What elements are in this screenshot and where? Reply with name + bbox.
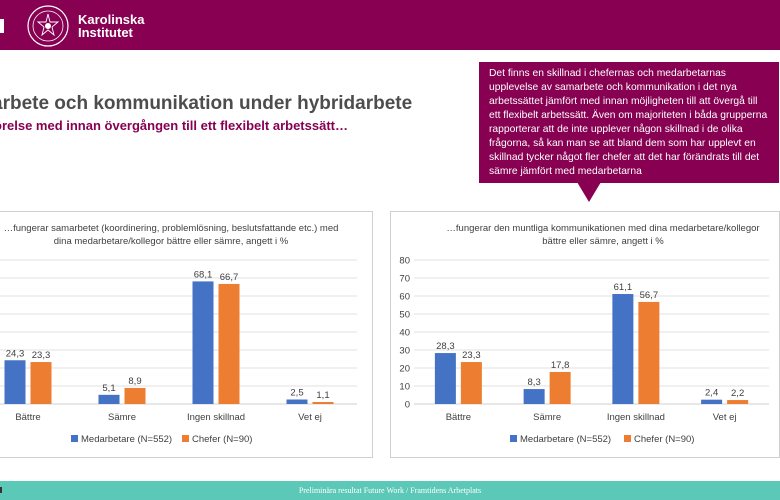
bar-medarbetare [98, 394, 120, 404]
y-tick-label: 10 [399, 382, 410, 393]
x-category-label: Bättre [15, 412, 40, 423]
data-label: 23,3 [32, 350, 51, 361]
slide-title: arbete och kommunikation under hybridarb… [0, 93, 413, 114]
x-category-label: Bättre [446, 412, 471, 423]
callout-text: Det finns en skillnad i chefernas och me… [489, 68, 768, 177]
y-tick-label: 0 [405, 400, 410, 411]
chart-title-line: …fungerar den muntliga kommunikationen m… [446, 223, 759, 234]
legend-label: Medarbetare (N=552) [520, 434, 611, 445]
slide-subtitle: örelse med innan övergången till ett fle… [0, 118, 348, 133]
y-tick-label: 60 [399, 292, 410, 303]
bar-chefer [218, 283, 240, 404]
bar-chefer [460, 362, 482, 404]
y-tick-label: 80 [399, 256, 410, 267]
x-category-label: Sämre [533, 412, 561, 423]
x-category-label: Ingen skillnad [607, 412, 665, 423]
bar-chefer [638, 301, 660, 404]
x-category-label: Vet ej [713, 412, 737, 423]
footer-text: Preliminära resultat Future Work / Framt… [298, 486, 482, 495]
bar-chefer [549, 371, 571, 404]
legend-swatch [624, 435, 631, 442]
y-tick-label: 20 [399, 364, 410, 375]
legend-label: Chefer (N=90) [192, 434, 252, 445]
data-label: 56,7 [640, 290, 659, 301]
legend-swatch [71, 435, 78, 442]
data-label: 24,3 [6, 348, 25, 359]
chart-title-line: dina medarbetare/kollegor bättre eller s… [54, 236, 289, 247]
data-label: 66,7 [220, 272, 239, 283]
data-label: 2,5 [290, 388, 303, 399]
callout-box: Det finns en skillnad i chefernas och me… [479, 62, 779, 183]
chart-1-group: …fungerar samarbetet (koordinering, prob… [0, 223, 357, 445]
bar-medarbetare [523, 389, 545, 404]
chart-kommunikation: …fungerar den muntliga kommunikationen m… [399, 223, 769, 445]
chart-2-group: …fungerar den muntliga kommunikationen m… [399, 223, 769, 445]
bar-medarbetare [612, 294, 634, 404]
y-tick-label: 30 [399, 346, 410, 357]
data-label: 2,2 [731, 388, 744, 399]
legend-label: Medarbetare (N=552) [81, 434, 172, 445]
data-label: 8,9 [128, 376, 141, 387]
data-label: 61,1 [614, 282, 633, 293]
bar-medarbetare [701, 399, 723, 404]
karolinska-seal-icon [27, 5, 69, 47]
bar-medarbetare [286, 399, 308, 404]
y-tick-label: 40 [399, 328, 410, 339]
data-label: 2,4 [705, 388, 718, 399]
chart-title-line: …fungerar samarbetet (koordinering, prob… [4, 223, 339, 234]
bar-medarbetare [434, 353, 456, 404]
logo-wordmark[interactable]: Karolinska Institutet [78, 13, 144, 39]
bar-medarbetare [4, 360, 26, 404]
x-category-label: Sämre [108, 412, 136, 423]
legend-label: Chefer (N=90) [634, 434, 694, 445]
footer-bar: Preliminära resultat Future Work / Framt… [0, 481, 780, 500]
bar-chefer [727, 400, 749, 404]
legend-swatch [510, 435, 517, 442]
data-label: 5,1 [102, 383, 115, 394]
bar-medarbetare [192, 281, 214, 404]
header-bar: Karolinska Institutet [0, 0, 780, 50]
chart-panel-samarbete: …fungerar samarbetet (koordinering, prob… [0, 211, 373, 458]
chart-panel-kommunikation: …fungerar den muntliga kommunikationen m… [390, 211, 780, 458]
logo-line1: Karolinska [78, 12, 145, 27]
x-category-label: Vet ej [298, 412, 322, 423]
callout-tail [577, 182, 601, 202]
y-tick-label: 50 [399, 310, 410, 321]
data-label: 68,1 [194, 269, 213, 280]
bar-chefer [124, 387, 146, 404]
chart-title-line: bättre eller sämre, angett i % [542, 236, 664, 247]
data-label: 17,8 [551, 360, 570, 371]
chart-samarbete: …fungerar samarbetet (koordinering, prob… [0, 223, 357, 445]
x-category-label: Ingen skillnad [187, 412, 245, 423]
data-label: 28,3 [436, 341, 455, 352]
logo-line2: Institutet [78, 25, 133, 40]
bar-chefer [30, 362, 52, 404]
data-label: 8,3 [528, 377, 541, 388]
y-tick-label: 70 [399, 274, 410, 285]
page-marker [0, 19, 4, 33]
bar-chefer [312, 402, 334, 404]
footer-marker [0, 487, 2, 493]
data-label: 1,1 [316, 390, 329, 401]
legend-swatch [182, 435, 189, 442]
data-label: 23,3 [462, 350, 481, 361]
